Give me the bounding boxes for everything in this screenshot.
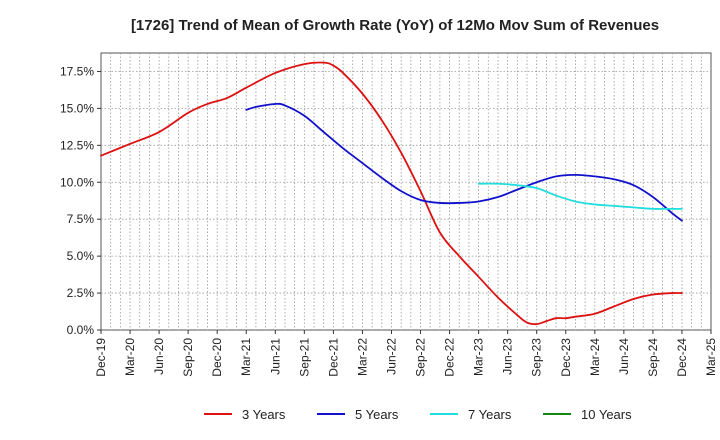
series-line-5-years [245, 102, 683, 222]
x-tick-label: Sep-22 [414, 338, 428, 377]
x-tick-label: Mar-25 [704, 338, 718, 376]
legend-label: 3 Years [242, 407, 286, 422]
x-tick-label: Jun-20 [152, 338, 166, 375]
x-tick-label: Jun-22 [384, 338, 398, 375]
x-tick-label: Sep-20 [181, 338, 195, 377]
y-tick-label: 10.0% [60, 175, 94, 189]
x-tick-label: Sep-21 [297, 338, 311, 377]
x-tick-label: Jun-24 [617, 338, 631, 375]
x-tick-label: Mar-24 [588, 338, 602, 376]
x-tick-label: Mar-23 [472, 338, 486, 376]
legend-item-3-years: 3 Years [204, 407, 286, 422]
x-tick-label: Mar-21 [239, 338, 253, 376]
x-tick-label: Mar-22 [355, 338, 369, 376]
x-tick-label: Dec-21 [326, 338, 340, 377]
y-tick-label: 7.5% [67, 212, 95, 226]
y-tick-label: 0.0% [67, 323, 95, 337]
legend-item-5-years: 5 Years [317, 407, 399, 422]
axes: 0.0% 2.5% 5.0% 7.5% 10.0% 12.5% 15.0% 17.5% Dec-… [60, 64, 718, 376]
x-tick-label: Jun-23 [501, 338, 515, 375]
x-tick-label: Dec-20 [210, 338, 224, 377]
series-line-3-years [100, 61, 683, 326]
legend-label: 7 Years [468, 407, 512, 422]
y-tick-label: 15.0% [60, 101, 94, 115]
legend-item-7-years: 7 Years [430, 407, 512, 422]
legend-label: 10 Years [581, 407, 632, 422]
x-tick-label: Sep-24 [646, 338, 660, 377]
y-tick-label: 12.5% [60, 138, 94, 152]
x-tick-label: Dec-24 [675, 338, 689, 377]
chart-title: [1726] Trend of Mean of Growth Rate (YoY… [131, 17, 659, 34]
x-tick-label: Dec-23 [559, 338, 573, 377]
x-tick-label: Dec-22 [443, 338, 457, 377]
x-tick-label: Sep-23 [530, 338, 544, 377]
legend-label: 5 Years [355, 407, 399, 422]
x-tick-label: Dec-19 [94, 338, 108, 377]
grid-lines [101, 53, 711, 330]
series-lines [100, 61, 683, 326]
y-tick-label: 2.5% [67, 286, 95, 300]
x-tick-label: Jun-21 [268, 338, 282, 375]
series-line-7-years [477, 182, 683, 210]
legend-item-10-years: 10 Years [543, 407, 632, 422]
plot-area [100, 52, 712, 331]
y-tick-label: 17.5% [60, 64, 94, 78]
legend: 3 Years 5 Years 7 Years 10 Years [204, 407, 632, 422]
y-tick-label: 5.0% [67, 249, 95, 263]
x-tick-label: Mar-20 [123, 338, 137, 376]
